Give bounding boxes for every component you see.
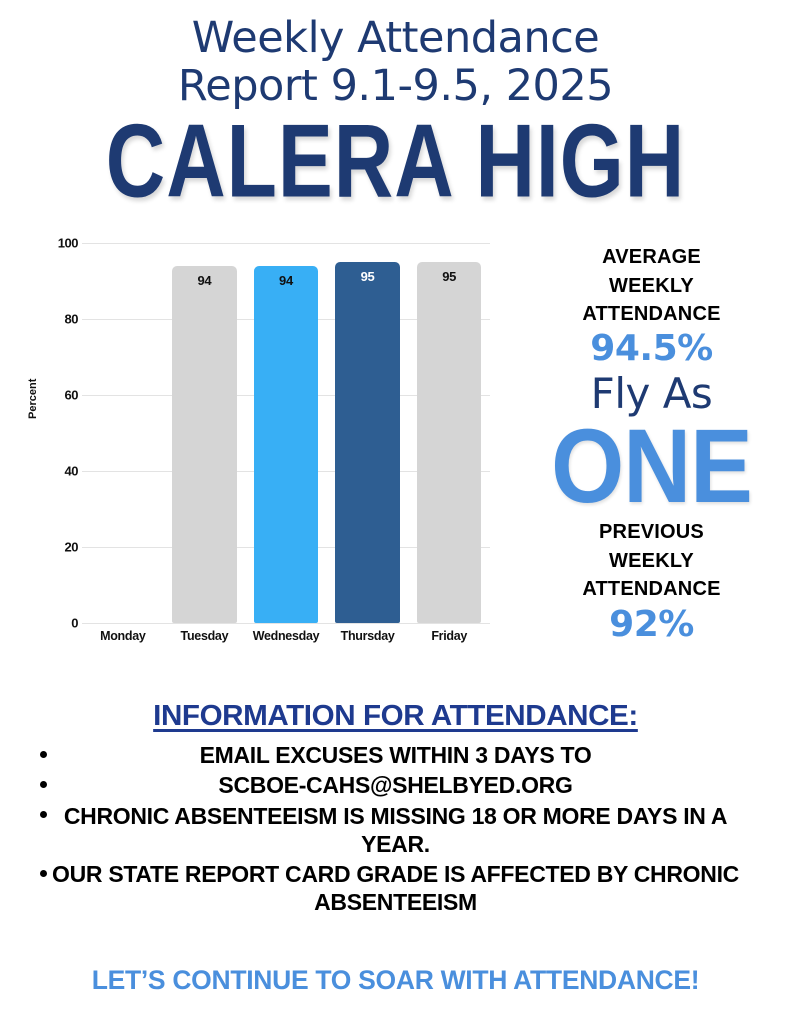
chart-bar-slot <box>82 243 164 623</box>
bullet-dot-icon <box>40 780 47 788</box>
bullet-dot-icon <box>40 811 47 819</box>
information-bullet-text: OUR STATE REPORT CARD GRADE IS AFFECTED … <box>52 861 739 916</box>
average-attendance-value: 94.5% <box>590 328 713 370</box>
information-bullet-item: OUR STATE REPORT CARD GRADE IS AFFECTED … <box>22 860 769 917</box>
chart-plot-area: 0 20 40 60 80 100 94 94 95 95 <box>48 236 490 631</box>
motto-fly-as: Fly As <box>590 368 713 418</box>
information-heading: INFORMATION FOR ATTENDANCE: <box>153 700 638 732</box>
chart-bar-value-label: 94 <box>197 273 212 289</box>
chart-bar-slot: 94 <box>245 243 327 624</box>
chart-x-tick-label: Tuesday <box>180 629 229 644</box>
chart-x-axis-labels: Monday Tuesday Wednesday Thursday Friday <box>82 629 490 643</box>
chart-gridline <box>82 243 490 245</box>
bullet-dot-icon <box>40 750 47 758</box>
chart-y-tick-label: 0 <box>71 615 78 631</box>
chart-bar-value-label: 95 <box>360 269 375 285</box>
report-title: Weekly Attendance Report 9.1-9.5, 2025 <box>0 14 791 110</box>
report-title-line-1: Weekly Attendance <box>191 13 600 63</box>
information-bullet-text: SCBOE-CAHS@SHELBYED.ORG <box>218 772 573 799</box>
chart-bar-slot: 95 <box>408 243 490 624</box>
information-bullet-item: SCBOE-CAHS@SHELBYED.ORG <box>22 771 769 799</box>
information-bullet-item: EMAIL EXCUSES WITHIN 3 DAYS TO <box>22 741 769 769</box>
chart-y-tick-label: 40 <box>64 463 79 479</box>
chart-bar: 95 <box>416 262 482 624</box>
chart-y-axis-title: Percent <box>27 378 39 420</box>
chart-y-tick-label: 60 <box>64 387 79 403</box>
middle-section: Percent 0 20 40 60 80 100 94 94 95 95 Monday Tues… <box>0 236 791 673</box>
report-title-line-2: Report 9.1-9.5, 2025 <box>177 61 614 112</box>
chart-bars: 94 94 95 95 <box>82 243 490 624</box>
bullet-dot-icon <box>40 869 47 877</box>
attendance-bar-chart: Percent 0 20 40 60 80 100 94 94 95 95 Monday Tues… <box>0 236 512 663</box>
average-attendance-label-line-2: WEEKLY <box>609 274 694 297</box>
chart-gridline <box>82 623 490 625</box>
poster-header: Weekly Attendance Report 9.1-9.5, 2025 C… <box>0 0 791 213</box>
stats-panel: AVERAGE WEEKLY ATTENDANCE 94.5% Fly As O… <box>512 243 791 645</box>
chart-y-tick-label: 20 <box>64 539 79 555</box>
previous-attendance-label-line-3: ATTENDANCE <box>582 578 721 601</box>
chart-x-tick-label: Friday <box>431 629 468 644</box>
chart-bar: 94 <box>172 266 237 624</box>
chart-y-tick-label: 100 <box>57 235 79 251</box>
information-bullet-item: CHRONIC ABSENTEEISM IS MISSING 18 OR MOR… <box>22 802 769 859</box>
previous-attendance-value: 92% <box>609 603 694 645</box>
previous-attendance-label: PREVIOUS WEEKLY ATTENDANCE <box>512 518 791 603</box>
average-attendance-label-line-3: ATTENDANCE <box>582 303 721 326</box>
closing-message: LET’S CONTINUE TO SOAR WITH ATTENDANCE! <box>91 965 700 995</box>
average-attendance-label: AVERAGE WEEKLY ATTENDANCE <box>512 243 791 328</box>
previous-attendance-label-line-1: PREVIOUS <box>599 521 704 544</box>
chart-x-tick-label: Thursday <box>340 629 395 644</box>
information-bullet-text: CHRONIC ABSENTEEISM IS MISSING 18 OR MOR… <box>63 802 728 857</box>
chart-bar-slot: 95 <box>327 243 409 624</box>
chart-bar-slot: 94 <box>164 243 246 624</box>
previous-attendance-label-line-2: WEEKLY <box>609 549 694 572</box>
information-bullet-list: EMAIL EXCUSES WITHIN 3 DAYS TO SCBOE-CAHS… <box>22 741 769 917</box>
average-attendance-label-line-1: AVERAGE <box>602 246 701 269</box>
motto-one: ONE <box>551 406 753 525</box>
information-bullet-text: EMAIL EXCUSES WITHIN 3 DAYS TO <box>199 742 592 768</box>
chart-x-tick-label: Wednesday <box>252 629 320 644</box>
chart-y-tick-label: 80 <box>64 311 79 327</box>
chart-bar-value-label: 94 <box>279 273 293 289</box>
chart-bar-value-label: 95 <box>442 269 457 285</box>
school-name-title: CALERA HIGH <box>105 102 686 219</box>
information-section: INFORMATION FOR ATTENDANCE: EMAIL EXCUSE… <box>0 700 791 919</box>
chart-bar: 94 <box>253 266 319 624</box>
chart-bar: 95 <box>335 262 400 624</box>
chart-x-tick-label: Monday <box>100 629 146 644</box>
